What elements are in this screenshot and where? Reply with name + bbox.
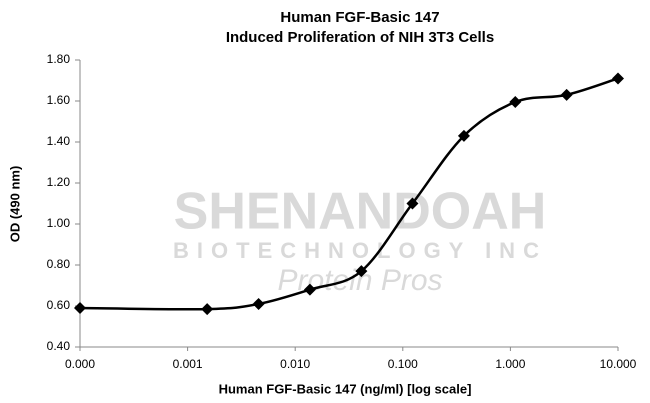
- marker: [457, 129, 470, 142]
- y-tick-label: 1.40: [47, 134, 71, 148]
- marker: [612, 72, 624, 85]
- x-tick-label: 0.001: [173, 357, 203, 371]
- marker: [406, 197, 419, 210]
- marker: [303, 283, 316, 296]
- x-axis-label: Human FGF-Basic 147 (ng/ml) [log scale]: [219, 381, 472, 396]
- line: [79, 77, 619, 311]
- marker: [509, 96, 522, 109]
- x-tick-label: 0.010: [280, 357, 310, 371]
- y-tick-label: 1.00: [47, 216, 71, 230]
- chart-title: Human FGF-Basic 147: [280, 9, 439, 26]
- watermark: SHENANDOAH: [174, 183, 547, 241]
- y-axis-label: OD (490 nm): [7, 166, 22, 243]
- x-tick-label: 0.100: [388, 357, 418, 371]
- marker: [355, 265, 368, 278]
- marker: [560, 88, 573, 101]
- y-tick-label: 0.80: [47, 257, 71, 271]
- y-tick-label: 0.60: [47, 298, 71, 312]
- marker: [74, 302, 86, 315]
- y-tick-label: 1.80: [47, 52, 71, 66]
- x-tick-label: 10.000: [600, 357, 637, 371]
- y-tick-label: 1.20: [47, 175, 71, 189]
- marker: [201, 303, 214, 316]
- x-tick-label: 0.000: [65, 357, 95, 371]
- x-tick-label: 1.000: [495, 357, 525, 371]
- chart-title: Induced Proliferation of NIH 3T3 Cells: [226, 29, 494, 46]
- watermark: BIOTECHNOLOGY INC: [173, 238, 547, 263]
- y-tick-label: 1.60: [47, 93, 71, 107]
- y-tick-label: 0.40: [47, 339, 71, 353]
- marker: [252, 297, 265, 310]
